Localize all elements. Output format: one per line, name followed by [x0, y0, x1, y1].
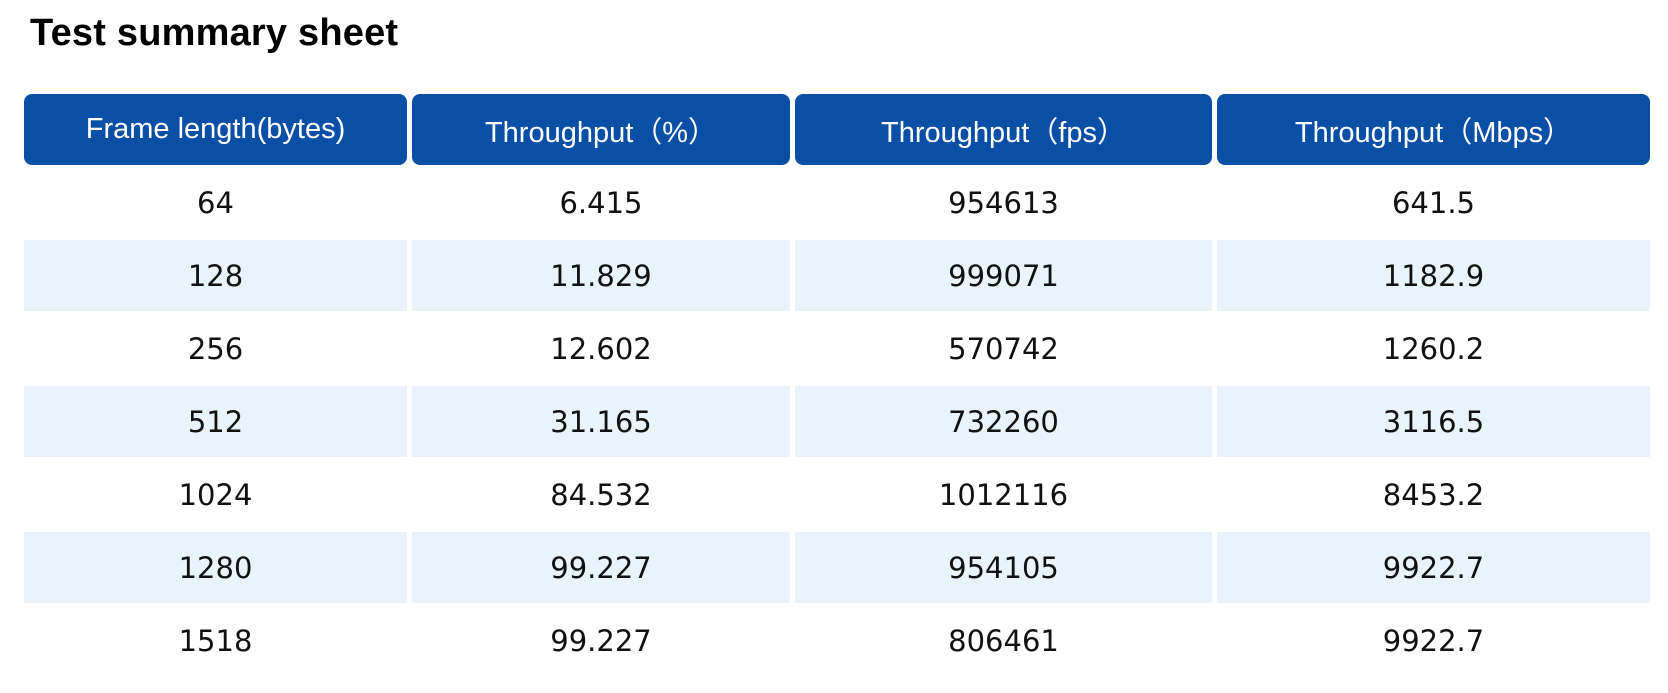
- header-throughput-mbps: Throughput（Mbps）: [1217, 94, 1650, 165]
- cell-throughput-mbps: 9922.7: [1382, 623, 1485, 658]
- cell-frame-length: 512: [24, 386, 407, 457]
- cell-throughput-percent: 84.532: [550, 477, 652, 512]
- table-row: 1280 99.227 954105 9922.7: [24, 532, 1650, 603]
- cell-throughput-fps: 954613: [948, 185, 1059, 220]
- cell-throughput-percent: 99.227: [550, 623, 652, 658]
- page-title: Test summary sheet: [30, 12, 399, 54]
- cell-throughput-mbps: 641.5: [1391, 185, 1476, 220]
- cell-throughput-mbps: 9922.7: [1217, 532, 1650, 603]
- cell-throughput-mbps: 3116.5: [1217, 386, 1650, 457]
- cell-frame-length: 1518: [178, 623, 253, 658]
- cell-frame-length: 64: [197, 185, 234, 220]
- cell-throughput-fps: 954105: [795, 532, 1212, 603]
- cell-frame-length: 256: [187, 331, 244, 366]
- table-header-row: Frame length(bytes) Throughput（%） Throug…: [24, 94, 1650, 165]
- cell-throughput-percent: 11.829: [412, 240, 790, 311]
- header-throughput-fps: Throughput（fps）: [795, 94, 1212, 165]
- table-row: 1518 99.227 806461 9922.7: [24, 605, 1650, 676]
- table-row: 1024 84.532 1012116 8453.2: [24, 459, 1650, 530]
- table-row: 64 6.415 954613 641.5: [24, 167, 1650, 238]
- header-frame-length: Frame length(bytes): [24, 94, 407, 165]
- cell-throughput-percent: 6.415: [559, 185, 643, 220]
- header-throughput-percent: Throughput（%）: [412, 94, 790, 165]
- cell-throughput-fps: 732260: [795, 386, 1212, 457]
- cell-throughput-percent: 99.227: [412, 532, 790, 603]
- cell-frame-length: 1024: [178, 477, 253, 512]
- cell-throughput-fps: 999071: [795, 240, 1212, 311]
- cell-throughput-mbps: 8453.2: [1382, 477, 1485, 512]
- cell-frame-length: 128: [24, 240, 407, 311]
- cell-throughput-fps: 1012116: [938, 477, 1069, 512]
- summary-table: Frame length(bytes) Throughput（%） Throug…: [24, 94, 1650, 678]
- table-row: 128 11.829 999071 1182.9: [24, 240, 1650, 311]
- cell-frame-length: 1280: [24, 532, 407, 603]
- table-row: 256 12.602 570742 1260.2: [24, 313, 1650, 384]
- cell-throughput-fps: 570742: [948, 331, 1059, 366]
- table-row: 512 31.165 732260 3116.5: [24, 386, 1650, 457]
- cell-throughput-fps: 806461: [948, 623, 1059, 658]
- cell-throughput-percent: 12.602: [550, 331, 652, 366]
- cell-throughput-percent: 31.165: [412, 386, 790, 457]
- cell-throughput-mbps: 1182.9: [1217, 240, 1650, 311]
- table-body: 64 6.415 954613 641.5 128 11.829 999071 …: [24, 167, 1650, 676]
- cell-throughput-mbps: 1260.2: [1382, 331, 1485, 366]
